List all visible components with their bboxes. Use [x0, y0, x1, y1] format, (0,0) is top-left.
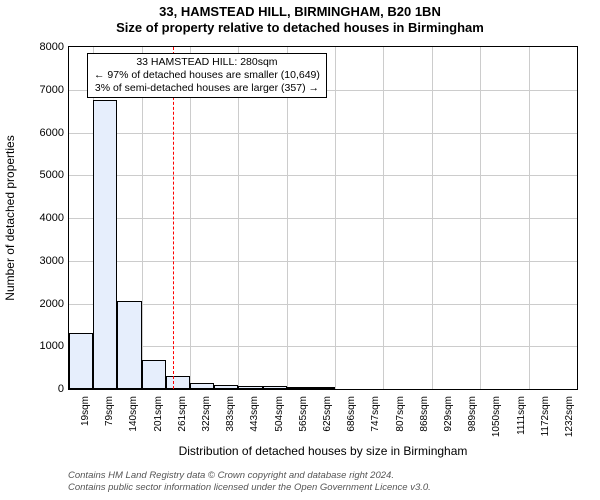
x-tick-label: 322sqm	[201, 396, 212, 444]
y-tick-label: 3000	[14, 255, 64, 267]
x-tick-label: 565sqm	[298, 396, 309, 444]
histogram-bar	[142, 360, 166, 389]
histogram-bar	[190, 383, 214, 389]
x-tick-label: 1172sqm	[540, 396, 551, 444]
histogram-bar	[263, 386, 287, 389]
histogram-bar	[287, 387, 311, 389]
footer-line-2: Contains public sector information licen…	[68, 482, 431, 494]
x-tick-label: 201sqm	[153, 396, 164, 444]
y-tick-label: 8000	[14, 41, 64, 53]
chart-plot-area: 33 HAMSTEAD HILL: 280sqm← 97% of detache…	[68, 46, 578, 390]
y-tick-label: 7000	[14, 84, 64, 96]
x-tick-label: 383sqm	[225, 396, 236, 444]
x-tick-label: 625sqm	[322, 396, 333, 444]
annotation-line: 3% of semi-detached houses are larger (3…	[94, 82, 320, 95]
x-tick-label: 747sqm	[370, 396, 381, 444]
footer-attribution: Contains HM Land Registry data © Crown c…	[68, 470, 431, 494]
histogram-bar	[238, 386, 262, 389]
annotation-line: ← 97% of detached houses are smaller (10…	[94, 69, 320, 82]
y-tick-label: 6000	[14, 127, 64, 139]
x-tick-label: 1050sqm	[491, 396, 502, 444]
y-tick-label: 2000	[14, 298, 64, 310]
x-tick-label: 686sqm	[346, 396, 357, 444]
x-tick-label: 504sqm	[274, 396, 285, 444]
y-tick-label: 5000	[14, 169, 64, 181]
x-tick-label: 140sqm	[128, 396, 139, 444]
x-tick-label: 19sqm	[80, 396, 91, 444]
histogram-bar	[166, 376, 190, 389]
annotation-line: 33 HAMSTEAD HILL: 280sqm	[94, 56, 320, 69]
footer-line-1: Contains HM Land Registry data © Crown c…	[68, 470, 431, 482]
x-tick-label: 989sqm	[467, 396, 478, 444]
histogram-bar	[117, 301, 141, 389]
x-axis-label: Distribution of detached houses by size …	[68, 444, 578, 458]
y-tick-label: 4000	[14, 212, 64, 224]
histogram-bar	[311, 387, 335, 389]
x-tick-label: 443sqm	[249, 396, 260, 444]
x-tick-label: 79sqm	[104, 396, 115, 444]
x-tick-label: 929sqm	[443, 396, 454, 444]
x-tick-label: 261sqm	[177, 396, 188, 444]
y-tick-label: 1000	[14, 340, 64, 352]
histogram-bar	[93, 100, 117, 389]
x-tick-label: 1111sqm	[516, 396, 527, 444]
annotation-box: 33 HAMSTEAD HILL: 280sqm← 97% of detache…	[87, 53, 327, 98]
histogram-bar	[69, 333, 93, 389]
x-tick-label: 807sqm	[395, 396, 406, 444]
y-tick-label: 0	[14, 383, 64, 395]
histogram-bar	[214, 385, 238, 389]
x-tick-label: 868sqm	[419, 396, 430, 444]
x-tick-label: 1232sqm	[564, 396, 575, 444]
